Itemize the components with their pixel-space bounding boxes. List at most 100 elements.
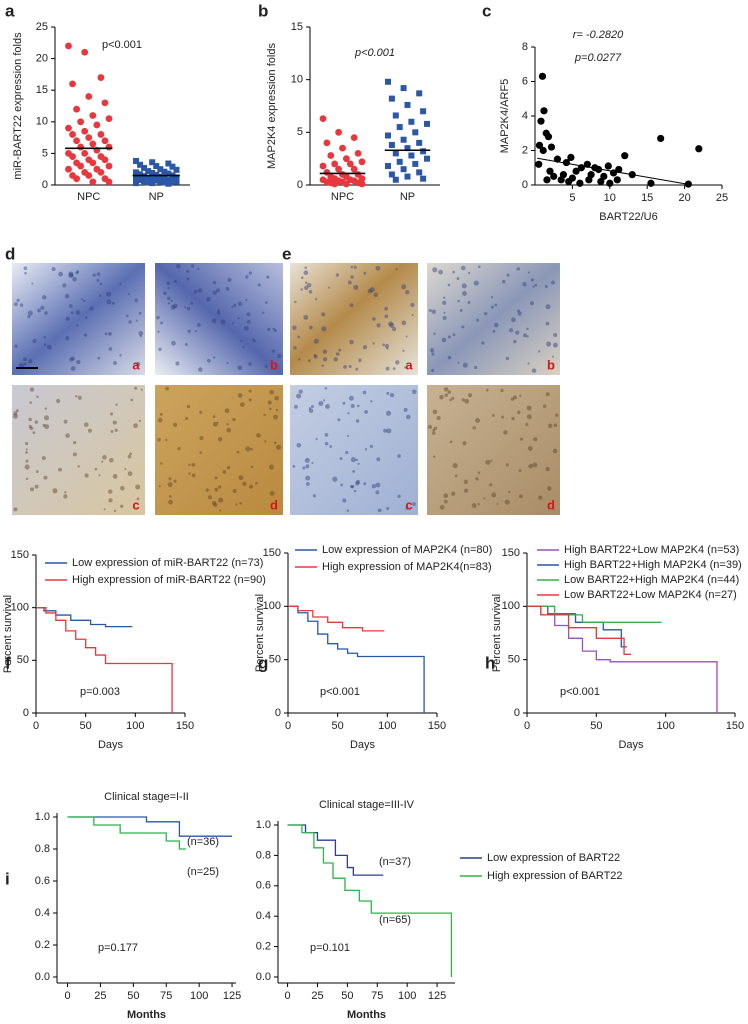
x-tick-label: NP — [400, 191, 415, 203]
cell-nucleus — [242, 346, 245, 349]
cell-nucleus — [186, 269, 190, 273]
cell-nucleus — [362, 390, 367, 395]
x-tick-label: 100 — [126, 720, 144, 732]
cell-nucleus — [43, 415, 50, 421]
cell-nucleus — [298, 389, 303, 394]
x-tick-label: NP — [149, 191, 164, 203]
legend-label: High expression of miR-BART22 (n=90) — [72, 574, 266, 586]
cell-nucleus — [547, 423, 553, 429]
cell-nucleus — [395, 360, 400, 365]
cell-nucleus — [77, 395, 82, 400]
cell-nucleus — [506, 273, 510, 277]
cell-nucleus — [216, 421, 219, 424]
tile-letter: b — [270, 357, 278, 372]
cell-nucleus — [545, 466, 550, 472]
chart-panel: h 0 50 100 150 Percent survival 0 50 100 150 Days p… — [485, 544, 744, 751]
cell-nucleus — [461, 291, 467, 296]
cell-nucleus — [451, 396, 455, 400]
cell-nucleus — [184, 306, 187, 309]
cell-nucleus — [71, 356, 75, 361]
cell-nucleus — [267, 327, 271, 332]
cell-nucleus — [111, 301, 115, 305]
cell-nucleus — [238, 475, 244, 481]
cell-nucleus — [526, 335, 529, 338]
y-tick-label: 0 — [514, 707, 520, 719]
y-tick-label: 150 — [263, 547, 281, 559]
cell-nucleus — [25, 451, 28, 454]
cell-nucleus — [297, 335, 301, 339]
data-point — [335, 165, 342, 173]
cell-nucleus — [199, 410, 203, 414]
cell-nucleus — [515, 330, 520, 335]
cell-nucleus — [68, 272, 74, 279]
cell-nucleus — [312, 494, 317, 498]
cell-nucleus — [501, 279, 506, 284]
cell-nucleus — [102, 454, 107, 460]
cell-nucleus — [510, 397, 515, 401]
cell-nucleus — [243, 325, 249, 331]
cell-nucleus — [342, 498, 347, 503]
cell-nucleus — [206, 358, 211, 363]
x-tick-label: NPC — [331, 191, 354, 203]
cell-nucleus — [134, 386, 138, 390]
x-tick-label: 0 — [64, 990, 70, 1002]
cell-nucleus — [347, 280, 352, 285]
cell-nucleus — [167, 302, 171, 305]
cell-nucleus — [277, 353, 282, 359]
data-point — [81, 48, 89, 56]
legend-label: Low BART22+Low MAP2K4 (n=27) — [564, 589, 737, 601]
data-point — [105, 162, 113, 170]
data-point — [613, 176, 621, 184]
cell-nucleus — [401, 284, 407, 290]
cell-nucleus — [447, 356, 452, 360]
data-point — [346, 160, 354, 168]
cell-nucleus — [395, 268, 398, 271]
cell-nucleus — [130, 398, 134, 402]
cell-nucleus — [472, 426, 476, 430]
cell-nucleus — [347, 412, 350, 415]
data-point — [550, 172, 558, 180]
cell-nucleus — [129, 452, 132, 456]
data-point — [81, 150, 89, 157]
cell-nucleus — [24, 271, 27, 275]
data-point — [97, 74, 105, 81]
panel-label: a — [5, 1, 15, 20]
cell-nucleus — [322, 349, 328, 354]
data-point — [73, 175, 80, 183]
panel-label: i — [5, 869, 10, 888]
cell-nucleus — [212, 415, 216, 418]
data-point — [173, 178, 180, 185]
cell-nucleus — [315, 438, 318, 441]
cell-nucleus — [324, 441, 329, 446]
cell-nucleus — [84, 316, 88, 319]
data-point — [538, 72, 547, 80]
cell-nucleus — [308, 408, 314, 414]
cell-nucleus — [83, 333, 88, 337]
cell-nucleus — [264, 301, 268, 304]
cell-nucleus — [397, 494, 401, 499]
cell-nucleus — [530, 278, 534, 282]
chart-panel: Clinical stage=III-IV 0.0 0.2 0.4 0.6 0.8 1.0 0… — [256, 799, 623, 1021]
tile-letter: c — [132, 497, 139, 512]
cell-nucleus — [292, 325, 297, 331]
data-point — [604, 162, 612, 170]
cell-nucleus — [386, 507, 390, 511]
survival-curve — [36, 607, 173, 713]
cell-nucleus — [268, 464, 275, 470]
cell-nucleus — [186, 306, 191, 311]
cell-nucleus — [63, 419, 68, 424]
cell-nucleus — [92, 273, 96, 277]
cell-nucleus — [447, 283, 451, 287]
cell-nucleus — [124, 468, 127, 471]
cell-nucleus — [294, 404, 298, 409]
y-tick-label: 8 — [522, 41, 528, 53]
cell-nucleus — [119, 354, 122, 357]
cell-nucleus — [197, 288, 203, 293]
y-tick-label: 0.8 — [256, 849, 271, 861]
data-point — [594, 165, 603, 174]
cell-nucleus — [483, 497, 486, 500]
data-point — [416, 169, 423, 176]
cell-nucleus — [193, 289, 198, 294]
cell-nucleus — [187, 329, 191, 333]
x-tick-label: 0 — [285, 720, 291, 732]
